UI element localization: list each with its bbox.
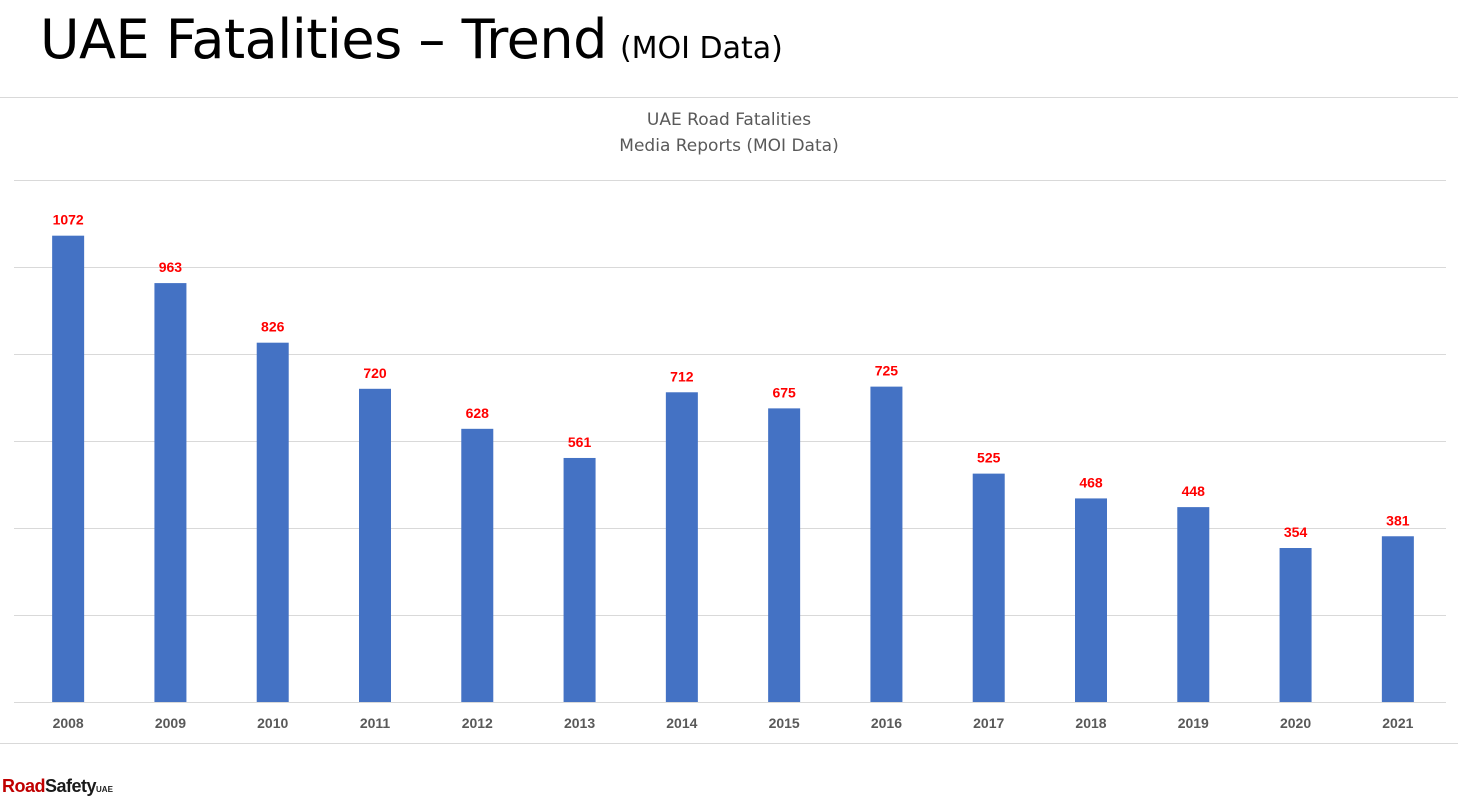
bar [972, 473, 1005, 702]
data-label: 720 [363, 365, 387, 381]
slide-title: UAE Fatalities – Trend (MOI Data) [40, 8, 783, 71]
bar [154, 283, 187, 702]
bar [665, 392, 698, 702]
title-divider [0, 97, 1458, 98]
x-tick-label: 2010 [257, 715, 288, 731]
bar [1381, 536, 1414, 702]
data-label: 712 [670, 368, 694, 384]
data-label: 448 [1182, 483, 1206, 499]
x-tick-label: 2021 [1382, 715, 1413, 731]
x-tick-label: 2019 [1178, 715, 1209, 731]
chart-title: UAE Road Fatalities [646, 110, 812, 130]
data-label: 963 [159, 259, 183, 275]
chart-subtitle: Media Reports (MOI Data) [619, 136, 839, 156]
bar [359, 388, 391, 702]
logo-text-safety: Safety [45, 776, 97, 796]
x-tick-label: 2009 [155, 715, 186, 731]
logo-text-road: Road [2, 776, 46, 796]
data-label: 675 [772, 384, 796, 400]
data-label: 468 [1079, 474, 1103, 490]
x-tick-label: 2013 [564, 715, 595, 731]
bar [1075, 498, 1107, 702]
data-label: 525 [977, 450, 1001, 466]
roadsafety-logo: RoadSafetyUAE [2, 776, 113, 797]
data-label: 354 [1284, 524, 1308, 540]
data-label: 381 [1386, 512, 1410, 528]
bar [563, 457, 596, 702]
x-tick-label: 2012 [462, 715, 493, 731]
x-tick-label: 2018 [1075, 715, 1106, 731]
data-label: 561 [568, 434, 592, 450]
bar [52, 235, 85, 702]
x-tick-label: 2017 [973, 715, 1004, 731]
bar-chart: 1072 2008 963 2009 826 2010 720 2011 628 2012 561 2… [14, 180, 1446, 731]
x-tick-label: 2016 [871, 715, 902, 731]
logo-text-uae: UAE [96, 785, 113, 794]
x-tick-label: 2011 [360, 715, 391, 731]
data-label: 725 [875, 363, 899, 379]
data-label: 1072 [53, 212, 84, 228]
x-tick-label: 2015 [769, 715, 800, 731]
bar [870, 386, 903, 702]
bar [1279, 548, 1312, 702]
slide-title-suffix: (MOI Data) [619, 31, 783, 66]
x-tick-label: 2020 [1280, 715, 1311, 731]
bar [461, 428, 494, 702]
data-label: 826 [261, 319, 285, 335]
slide-title-main: UAE Fatalities – Trend [40, 8, 607, 71]
footer-divider [0, 743, 1458, 744]
x-tick-label: 2008 [53, 715, 84, 731]
bar [768, 408, 801, 702]
bar [1177, 507, 1210, 702]
x-tick-label: 2014 [666, 715, 697, 731]
bar [256, 342, 289, 702]
data-label: 628 [466, 405, 490, 421]
